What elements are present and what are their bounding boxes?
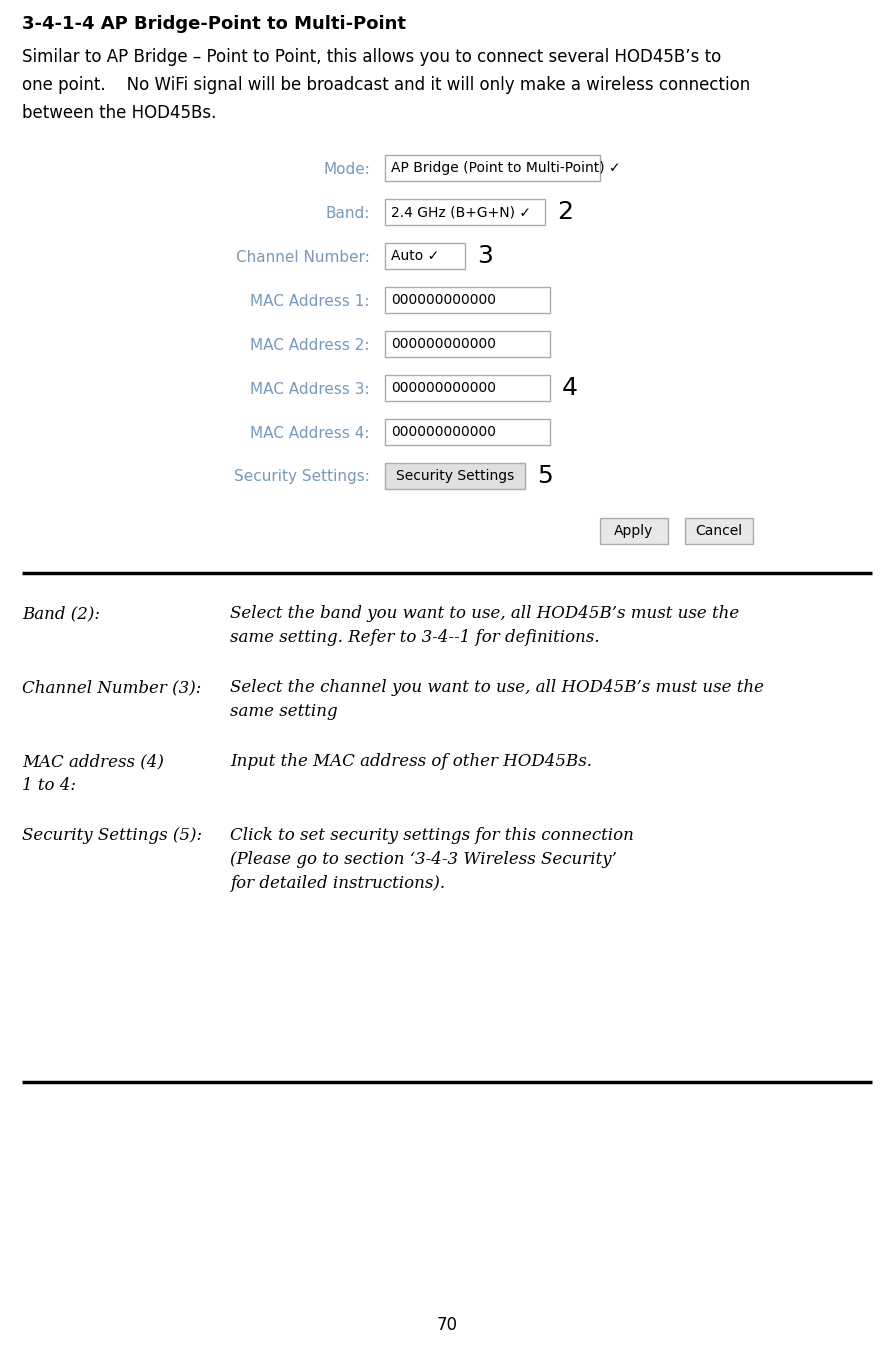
Text: 3: 3 <box>477 244 493 268</box>
Text: Security Settings (5):: Security Settings (5): <box>22 827 202 844</box>
Bar <box>385 154 600 181</box>
Text: Security Settings:: Security Settings: <box>234 470 370 485</box>
Bar <box>385 199 545 225</box>
Text: 000000000000: 000000000000 <box>391 337 496 351</box>
Bar <box>385 418 550 445</box>
Text: MAC Address 2:: MAC Address 2: <box>250 337 370 352</box>
Text: MAC Address 1:: MAC Address 1: <box>250 294 370 309</box>
Text: Click to set security settings for this connection: Click to set security settings for this … <box>230 827 634 844</box>
Bar <box>385 242 465 269</box>
Text: Auto ✓: Auto ✓ <box>391 249 439 263</box>
Text: 5: 5 <box>537 464 552 487</box>
Text: MAC address (4): MAC address (4) <box>22 753 164 770</box>
Bar <box>685 519 753 544</box>
Text: Security Settings: Security Settings <box>396 468 514 483</box>
Text: Apply: Apply <box>614 524 654 538</box>
Text: same setting. Refer to 3-4--1 for definitions.: same setting. Refer to 3-4--1 for defini… <box>230 630 600 646</box>
Text: Select the channel you want to use, all HOD45B’s must use the: Select the channel you want to use, all … <box>230 678 764 696</box>
Text: Similar to AP Bridge – Point to Point, this allows you to connect several HOD45B: Similar to AP Bridge – Point to Point, t… <box>22 47 721 66</box>
Text: 000000000000: 000000000000 <box>391 292 496 307</box>
Text: for detailed instructions).: for detailed instructions). <box>230 875 445 892</box>
Text: 000000000000: 000000000000 <box>391 425 496 439</box>
Text: AP Bridge (Point to Multi-Point) ✓: AP Bridge (Point to Multi-Point) ✓ <box>391 161 620 175</box>
Text: Select the band you want to use, all HOD45B’s must use the: Select the band you want to use, all HOD… <box>230 605 739 621</box>
Text: Cancel: Cancel <box>696 524 743 538</box>
Text: one point.    No WiFi signal will be broadcast and it will only make a wireless : one point. No WiFi signal will be broadc… <box>22 76 750 93</box>
Bar <box>385 375 550 401</box>
Text: (Please go to section ‘3-4-3 Wireless Security’: (Please go to section ‘3-4-3 Wireless Se… <box>230 852 617 868</box>
Text: 3-4-1-4 AP Bridge-Point to Multi-Point: 3-4-1-4 AP Bridge-Point to Multi-Point <box>22 15 406 32</box>
Text: MAC Address 4:: MAC Address 4: <box>250 425 370 440</box>
Bar <box>385 463 525 489</box>
Text: between the HOD45Bs.: between the HOD45Bs. <box>22 104 216 122</box>
Text: 000000000000: 000000000000 <box>391 380 496 395</box>
Text: 2.4 GHz (B+G+N) ✓: 2.4 GHz (B+G+N) ✓ <box>391 204 531 219</box>
Bar <box>385 287 550 313</box>
Text: Input the MAC address of other HOD45Bs.: Input the MAC address of other HOD45Bs. <box>230 753 592 770</box>
Bar <box>600 519 668 544</box>
Text: 70: 70 <box>436 1316 458 1334</box>
Text: 4: 4 <box>562 376 578 399</box>
Text: Band (2):: Band (2): <box>22 605 100 621</box>
Bar <box>385 330 550 357</box>
Text: 2: 2 <box>557 200 573 223</box>
Text: 1 to 4:: 1 to 4: <box>22 777 76 793</box>
Text: Band:: Band: <box>325 206 370 221</box>
Text: Channel Number:: Channel Number: <box>236 249 370 264</box>
Text: same setting: same setting <box>230 703 338 720</box>
Text: Channel Number (3):: Channel Number (3): <box>22 678 201 696</box>
Text: MAC Address 3:: MAC Address 3: <box>250 382 370 397</box>
Text: Mode:: Mode: <box>323 161 370 176</box>
